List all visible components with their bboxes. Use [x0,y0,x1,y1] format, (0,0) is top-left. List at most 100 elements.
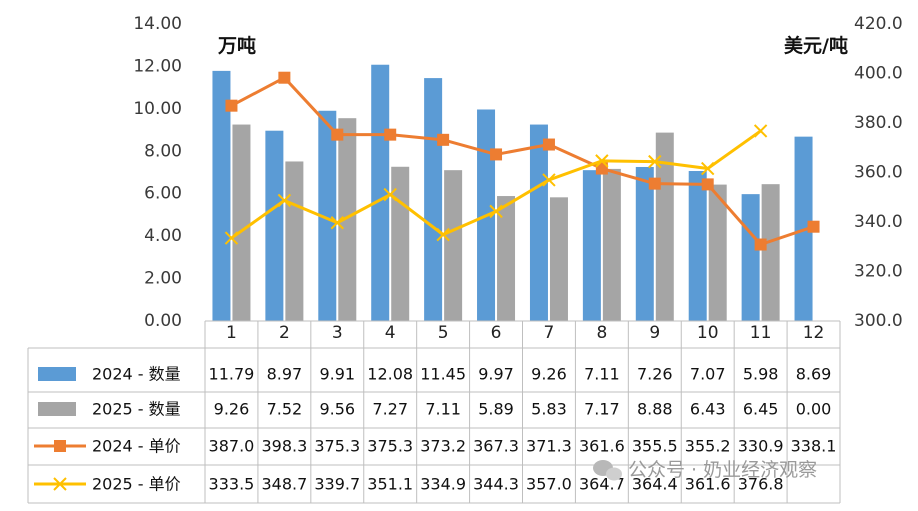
line-point [648,154,662,169]
data-label: 8.97 [267,365,303,384]
legend-label: 2025 - 数量 [92,400,181,419]
x-tick-label: 3 [332,323,343,343]
bar [529,124,548,321]
wechat-icon [606,467,622,481]
x-tick-label: 6 [491,323,502,343]
data-label: 12.08 [367,365,413,384]
y-left-tick-label: 8.00 [144,141,182,161]
x-tick-label: 7 [544,323,555,343]
data-label: 11.45 [420,365,466,384]
legend-swatch [38,367,76,381]
line-point [436,227,450,242]
y-left-tick-label: 10.00 [133,99,182,119]
line-point [807,220,820,233]
data-label: 361.6 [579,437,625,456]
data-label: 9.26 [531,365,567,384]
bar [285,161,304,321]
y-left-tick-label: 12.00 [133,56,182,76]
line-point [437,133,450,146]
data-label: 375.3 [367,437,413,456]
line-point [701,178,714,191]
line-point [490,148,503,161]
data-label: 348.7 [261,475,307,494]
data-label: 387.0 [209,437,255,456]
watermark-text: 公众号 · 奶业经济观察 [628,459,817,481]
x-tick-label: 2 [279,323,290,343]
data-label: 7.11 [584,365,620,384]
legend-marker [54,440,66,452]
line-point [330,216,344,230]
left-unit-label: 万吨 [217,34,256,57]
bar [688,171,707,321]
data-label: 11.79 [209,365,255,384]
data-label: 339.7 [314,475,360,494]
y-left-tick-label: 6.00 [144,184,182,204]
bar [338,118,357,321]
data-label: 6.43 [690,400,726,419]
line-point [648,177,661,190]
bar [444,170,463,321]
line-point [383,187,397,202]
data-label: 364.4 [632,475,678,494]
data-label: 7.11 [425,400,461,419]
bar [371,64,390,321]
data-label: 7.17 [584,400,620,419]
line-point [331,128,344,141]
data-label: 5.83 [531,400,567,419]
x-tick-label: 12 [803,323,825,343]
line-point [754,238,767,251]
data-label: 334.9 [420,475,466,494]
data-label: 7.52 [267,400,303,419]
legend-label: 2024 - 数量 [92,365,181,384]
data-label: 5.98 [743,365,779,384]
bar [318,110,337,322]
data-label: 7.07 [690,365,726,384]
y-right-tick-label: 340.0 [854,212,903,232]
x-tick-label: 10 [697,323,719,343]
data-label: 9.97 [478,365,514,384]
data-label: 8.69 [796,365,832,384]
data-label: 9.91 [319,365,355,384]
data-label: 355.2 [685,437,731,456]
y-right-tick-label: 400.0 [854,64,903,84]
bar [212,70,231,321]
bar [424,78,443,321]
data-label: 0.00 [796,400,832,419]
line-point [753,124,768,138]
y-right-tick-label: 320.0 [854,262,903,282]
data-label: 373.2 [420,437,466,456]
legend-swatch [38,402,76,416]
y-left-tick-label: 2.00 [144,269,182,289]
y-right-tick-label: 380.0 [854,113,903,133]
x-tick-label: 11 [750,323,772,343]
x-tick-label: 9 [649,323,660,343]
data-label: 9.56 [319,400,355,419]
line-point [701,161,715,176]
x-tick-label: 8 [596,323,607,343]
bar [602,168,621,321]
y-left-tick-label: 4.00 [144,226,182,246]
data-label: 375.3 [314,437,360,456]
bar [708,184,727,321]
x-tick-label: 1 [226,323,237,343]
data-label: 7.26 [637,365,673,384]
data-label: 7.27 [372,400,408,419]
legend-label: 2025 - 单价 [92,475,181,494]
x-tick-label: 5 [438,323,449,343]
line-point [595,154,609,168]
bar [741,194,760,321]
y-left-tick-label: 0.00 [144,311,182,331]
bar [635,166,654,321]
line-point [384,128,397,141]
y-right-tick-label: 300.0 [854,311,903,331]
legend-label: 2024 - 单价 [92,437,181,456]
data-label: 6.45 [743,400,779,419]
line-point [489,204,503,219]
y-right-tick-label: 360.0 [854,163,903,183]
y-left-tick-label: 14.00 [133,14,182,34]
line-point [595,162,608,175]
line-point [542,173,556,187]
data-label: 9.26 [214,400,250,419]
data-label: 338.1 [791,437,837,456]
